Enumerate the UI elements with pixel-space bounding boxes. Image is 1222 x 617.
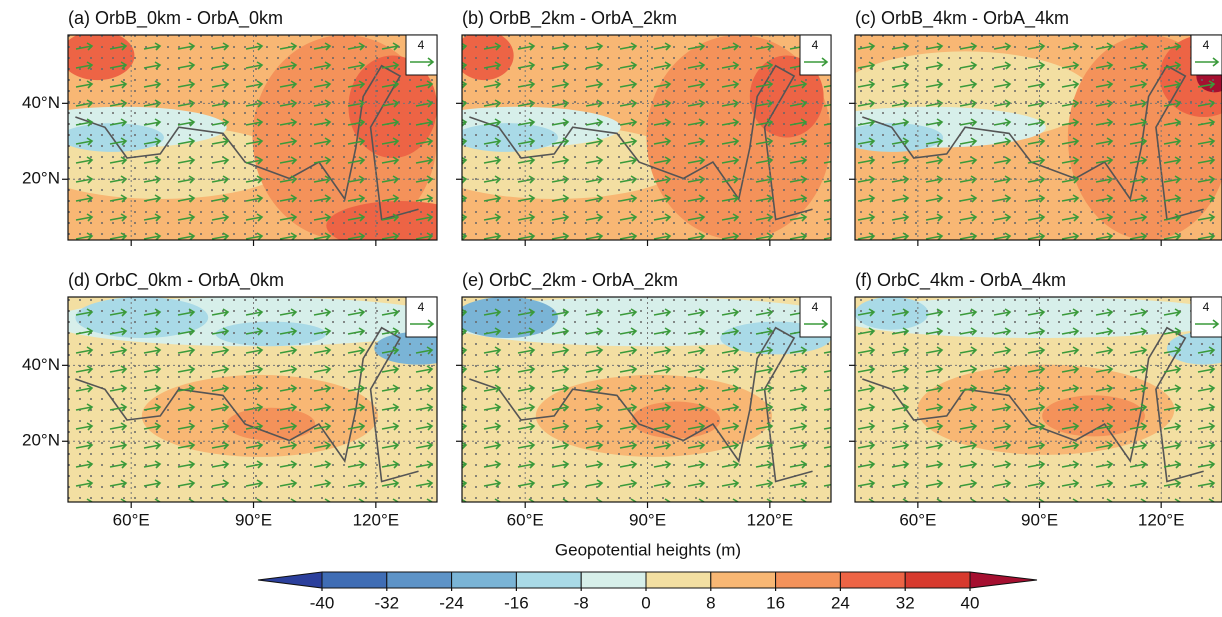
- lon-label: 60°E: [899, 510, 936, 529]
- lon-label: 90°E: [235, 510, 272, 529]
- colorbar-title: Geopotential heights (m): [555, 540, 741, 559]
- ref-vector-box: [405, 34, 438, 76]
- colorbar-label: 8: [706, 593, 715, 612]
- ref-vector-label: 4: [418, 38, 425, 52]
- lat-label: 40°N: [22, 355, 60, 374]
- colorbar-label: 16: [766, 593, 785, 612]
- lon-label: 90°E: [1021, 510, 1058, 529]
- colorbar-label: 0: [641, 593, 650, 612]
- ref-vector-label: 4: [812, 300, 819, 314]
- lat-label: 20°N: [22, 431, 60, 450]
- panel-title: (a) OrbB_0km - OrbA_0km: [68, 8, 283, 29]
- colorbar-box: [710, 571, 777, 589]
- colorbar-end: [257, 571, 323, 589]
- colorbar-box: [321, 571, 388, 589]
- wind-vectors: [68, 35, 437, 240]
- map-panel: [68, 35, 437, 240]
- ref-vector-label: 4: [1203, 300, 1210, 314]
- colorbar-box: [515, 571, 582, 589]
- map-panel: [855, 35, 1222, 240]
- colorbar-end: [969, 571, 1038, 589]
- colorbar-box: [645, 571, 712, 589]
- colorbar-label: -24: [439, 593, 464, 612]
- lon-label: 60°E: [507, 510, 544, 529]
- wind-vectors: [855, 35, 1222, 240]
- colorbar-label: -16: [504, 593, 529, 612]
- lon-label: 120°E: [747, 510, 794, 529]
- ref-vector-label: 4: [812, 38, 819, 52]
- lon-label: 120°E: [353, 510, 400, 529]
- map-panel: [462, 297, 831, 502]
- ref-vector-box: [799, 296, 832, 338]
- panel-title: (c) OrbB_4km - OrbA_4km: [855, 8, 1069, 29]
- ref-vector-arrow: [804, 319, 829, 329]
- ref-vector-box: [799, 34, 832, 76]
- panel-frame: [854, 34, 1222, 241]
- panel-title: (f) OrbC_4km - OrbA_4km: [855, 270, 1066, 291]
- ref-vector-arrow: [804, 57, 829, 67]
- lat-label: 40°N: [22, 93, 60, 112]
- colorbar-box: [451, 571, 517, 589]
- wind-vectors: [462, 35, 831, 240]
- colorbar-box: [386, 571, 453, 589]
- wind-vectors: [68, 297, 437, 502]
- map-panel: [855, 297, 1222, 502]
- map-panel: [68, 297, 437, 502]
- ref-vector-box: [1190, 296, 1222, 338]
- wind-vectors: [462, 297, 831, 502]
- colorbar-box: [775, 571, 841, 589]
- ref-vector-box: [405, 296, 438, 338]
- map-panel: [462, 35, 831, 240]
- panel-frame: [67, 34, 438, 241]
- lon-label: 60°E: [113, 510, 150, 529]
- ref-vector-arrow: [410, 57, 435, 67]
- ref-vector-box: [1190, 34, 1222, 76]
- panel-title: (e) OrbC_2km - OrbA_2km: [462, 270, 678, 291]
- ref-vector-label: 4: [1203, 38, 1210, 52]
- colorbar-box: [904, 571, 971, 589]
- lat-label: 20°N: [22, 169, 60, 188]
- ref-vector-label: 4: [418, 300, 425, 314]
- panel-title: (b) OrbB_2km - OrbA_2km: [462, 8, 677, 29]
- colorbar-label: -8: [574, 593, 589, 612]
- colorbar-box: [839, 571, 906, 589]
- panel-frame: [854, 296, 1222, 503]
- ref-vector-arrow: [1195, 319, 1220, 329]
- colorbar-label: 32: [896, 593, 915, 612]
- colorbar-label: -40: [310, 593, 335, 612]
- panel-frame: [461, 296, 832, 503]
- colorbar-label: -32: [375, 593, 400, 612]
- panel-frame: [461, 34, 832, 241]
- colorbar-label: 40: [961, 593, 980, 612]
- lon-label: 120°E: [1138, 510, 1185, 529]
- wind-vectors: [855, 297, 1222, 502]
- ref-vector-arrow: [1195, 57, 1220, 67]
- ref-vector-arrow: [410, 319, 435, 329]
- panel-title: (d) OrbC_0km - OrbA_0km: [68, 270, 284, 291]
- colorbar-box: [580, 571, 647, 589]
- colorbar-label: 24: [831, 593, 850, 612]
- lon-label: 90°E: [629, 510, 666, 529]
- panel-frame: [67, 296, 438, 503]
